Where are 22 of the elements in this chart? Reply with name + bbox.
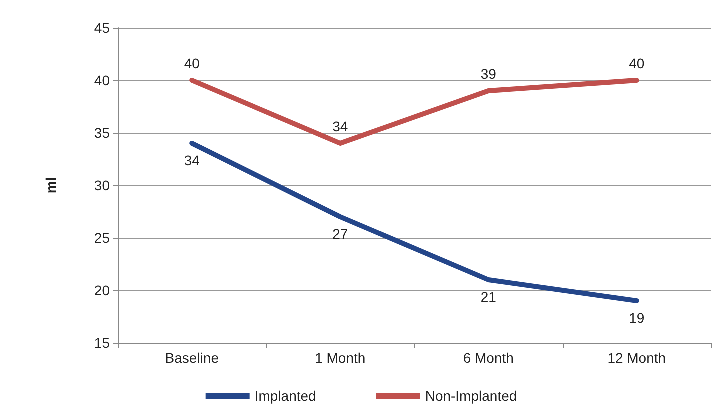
y-tick-label: 30 bbox=[94, 178, 110, 194]
data-label: 40 bbox=[629, 56, 645, 72]
y-tick-label: 40 bbox=[94, 72, 110, 88]
data-label: 34 bbox=[332, 118, 348, 134]
y-axis-title: ml bbox=[43, 177, 59, 194]
legend-label: Implanted bbox=[254, 388, 316, 404]
y-tick-label: 25 bbox=[94, 230, 110, 246]
y-tick-label: 35 bbox=[94, 125, 110, 141]
data-label: 21 bbox=[480, 289, 497, 305]
y-tick-label: 45 bbox=[94, 20, 110, 36]
x-tick-label: 12 Month bbox=[608, 350, 666, 366]
x-tick-label: 6 Month bbox=[463, 350, 514, 366]
legend-label: Non-Implanted bbox=[425, 388, 518, 404]
x-tick-label: 1 Month bbox=[315, 350, 366, 366]
y-tick-label: 15 bbox=[94, 335, 110, 351]
data-label: 40 bbox=[184, 56, 200, 72]
data-label: 39 bbox=[480, 66, 497, 82]
data-label: 27 bbox=[332, 226, 348, 242]
x-tick-label: Baseline bbox=[165, 350, 220, 366]
data-label: 19 bbox=[629, 310, 645, 326]
y-tick-label: 20 bbox=[94, 282, 110, 298]
data-label: 34 bbox=[184, 152, 200, 168]
